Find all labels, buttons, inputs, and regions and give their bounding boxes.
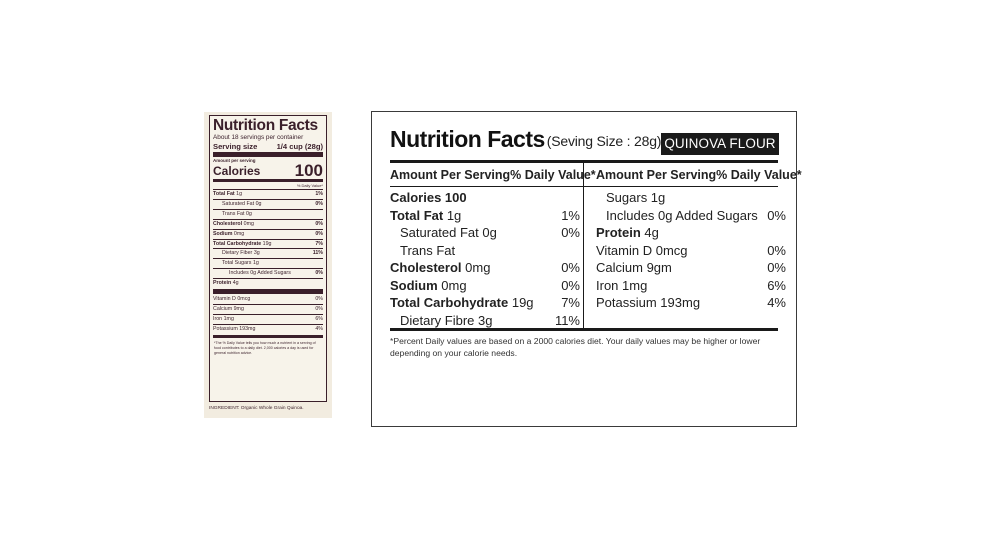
amount-per-serving-header: Amount Per Serving [596,167,717,182]
mini-serving-label: Serving size [213,142,258,151]
saturated-fat-row: Saturated Fat 0g 0% [400,225,580,240]
mini-row: Trans Fat 0g [213,210,323,220]
mini-serving-value: 1/4 cup (28g) [276,142,323,151]
top-thick-rule [390,160,778,163]
sugars-row: Sugars 1g [606,190,666,205]
mini-calories-label: Calories [213,164,261,178]
mini-dv-header: % Daily Value* [213,182,323,190]
cholesterol-row: Cholesterol 0mg 0% [390,260,580,275]
bottom-thick-rule [390,328,778,331]
panel-serving-size: (Seving Size : 28g) [546,133,662,149]
mini-vitamin-row: Iron 1mg 6% [213,315,323,325]
mini-row: Cholesterol 0mg 0% [213,220,323,230]
mini-vitamin-row: Potassium 193mg 4% [213,325,323,332]
mini-amount-per-serving: Amount per serving [213,158,256,163]
mini-ingredient: INGREDIENT: Organic Whole Grain Quinoa. [209,406,304,411]
trans-fat-row: Trans Fat [400,242,456,258]
mini-row: Protein 4g [213,280,239,287]
added-sugars-row: Includes 0g Added Sugars 0% [606,207,786,223]
mini-nutrition-box: Nutrition Facts About 18 servings per co… [209,115,327,402]
calories-row: Calories 100 [390,190,467,205]
daily-value-header: % Daily Value* [716,167,802,182]
iron-row: Iron 1mg 6% [596,277,786,293]
mini-title: Nutrition Facts [213,117,318,134]
header-rule [390,186,778,187]
panel-title: Nutrition Facts [390,126,545,152]
mini-row: Includes 0g Added Sugars 0% [213,269,323,280]
amount-per-serving-header: Amount Per Serving [390,167,511,182]
sodium-row: Sodium 0mg 0% [390,277,580,293]
column-divider [583,163,584,328]
left-column: Amount Per Serving % Daily Value* Calori… [390,163,596,329]
mini-calories-value: 100 [294,161,323,180]
total-fat-row: Total Fat 1g 1% [390,207,580,223]
mini-serving-size: Serving size 1/4 cup (28g) [213,142,323,151]
protein-row: Protein 4g [596,225,659,240]
mini-vitamin-row: Calcium 9mg 0% [213,305,323,315]
product-label-image: Nutrition Facts About 18 servings per co… [204,112,332,418]
left-column-header: Amount Per Serving % Daily Value* [390,163,596,186]
mini-row: Saturated Fat 0g 0% [213,200,323,210]
mini-row: Sodium 0mg 0% [213,230,323,240]
mini-calories: Calories 100 [213,161,323,182]
daily-value-footnote: *Percent Daily values are based on a 200… [390,336,761,358]
mini-vitamin-row: Vitamin D 0mcg 0% [213,295,323,305]
right-column-header: Amount Per Serving % Daily Value* [596,163,802,186]
calcium-row: Calcium 9gm 0% [596,260,786,275]
potassium-row: Potassium 193mg 4% [596,295,786,310]
mini-row: Dietary Fiber 3g 11% [213,249,323,260]
mini-footnote: *The % Daily Value tells you how much a … [214,340,316,355]
dietary-fibre-row: Dietary Fibre 3g 11% [400,312,580,328]
panel-heading: Nutrition Facts (Seving Size : 28g) [390,126,661,152]
mini-row: Total Fat 1g 1% [213,190,323,200]
daily-value-header: % Daily Value* [510,167,596,182]
mini-servings: About 18 servings per container [213,134,304,141]
nutrition-facts-panel: Nutrition Facts (Seving Size : 28g) QUIN… [371,111,802,427]
total-carbohydrate-row: Total Carbohydrate 19g 7% [390,295,580,310]
mini-row: Total Sugars 1g [213,259,323,270]
product-name-badge: QUINOVA FLOUR [661,133,779,155]
mini-row: Total Carbohydrate 19g 7% [213,240,323,250]
mini-thick-rule [213,289,323,295]
vitamin-d-row: Vitamin D 0mcg 0% [596,242,786,258]
mini-thick-rule [213,152,323,157]
right-column: Amount Per Serving % Daily Value* Sugars… [596,163,802,312]
mini-thin-rule [213,334,323,338]
